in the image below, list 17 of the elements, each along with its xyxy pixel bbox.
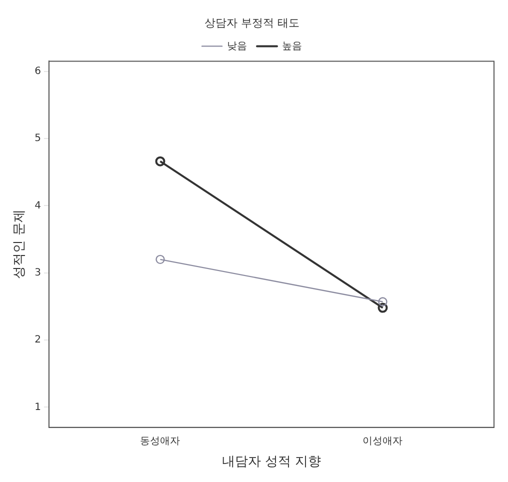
legend-label: 낮음 [227,40,247,52]
y-tick-label: 4 [34,200,41,212]
y-tick-label: 6 [34,66,41,77]
x-axis-title: 내담자 성적 지향 [222,454,322,470]
y-tick-label: 2 [34,334,41,346]
x-tick-label: 동성애자 [140,436,180,447]
legend-label: 높음 [282,40,302,52]
point [378,297,388,306]
legend-title: 상담자 부정적 태도 [204,16,300,30]
point [378,302,388,313]
y-tick-label: 3 [34,267,41,278]
x-tick-label: 이성애자 [362,436,403,447]
point [155,156,166,166]
point [156,254,165,264]
y-axis-title: 성적인 문제 [12,210,28,279]
y-tick-label: 5 [34,133,41,144]
y-tick-label: 1 [34,402,41,413]
